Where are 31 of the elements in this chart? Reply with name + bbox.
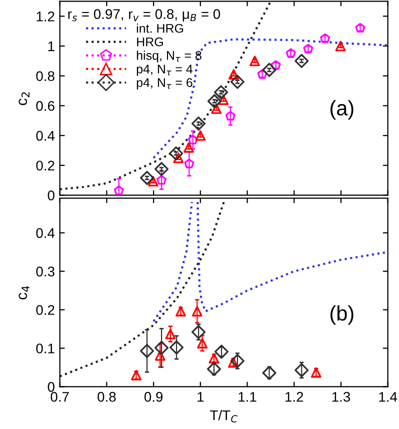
x-axis-title: T/T$_{C}$ [210, 410, 238, 422]
legend-label: p4, N$_{τ}$ = 4 [136, 64, 193, 76]
y-tick-label: 0.4 [36, 130, 55, 141]
y-tick-label: 1 [48, 42, 54, 52]
y-axis-title: c$_{4}$ [18, 286, 30, 300]
y-tick-label: 0.2 [36, 160, 54, 171]
y-tick-label: 0 [48, 190, 54, 200]
legend-label: hisq, N$_{τ}$ = 8 [136, 50, 202, 62]
legend-label: int. HRG [136, 24, 184, 33]
y-tick-label: 0.8 [36, 71, 54, 82]
x-tick-label: 0.8 [98, 392, 116, 402]
x-tick-label: 1 [198, 392, 204, 402]
x-tick-label: 0.9 [144, 392, 163, 402]
y-tick-label: 0.2 [36, 305, 54, 315]
x-tick-label: 0.7 [50, 392, 69, 402]
legend-label: HRG [137, 37, 163, 46]
legend-title: r$_{s}$ = 0.97, r$_{v}$ = 0.8, μ$_{B}$ = 0 [68, 9, 220, 22]
x-tick-label: 1.3 [332, 392, 350, 402]
legend-label: p4, N$_{τ}$ = 6 [136, 78, 192, 90]
annotation: (a) [330, 100, 354, 120]
y-tick-label: 1.2 [36, 12, 54, 22]
x-tick-label: 1.4 [379, 392, 398, 402]
y-tick-label: 0 [48, 382, 54, 392]
x-tick-label: 1.1 [238, 392, 256, 402]
y-tick-label: 0.3 [36, 266, 54, 276]
y-tick-label: 0.6 [36, 101, 54, 111]
y-axis-title: c$_{2}$ [18, 92, 30, 106]
annotation: (b) [330, 305, 354, 325]
y-tick-label: 0.1 [36, 344, 54, 354]
x-tick-label: 1.2 [286, 392, 304, 402]
y-tick-label: 0.4 [36, 228, 55, 238]
